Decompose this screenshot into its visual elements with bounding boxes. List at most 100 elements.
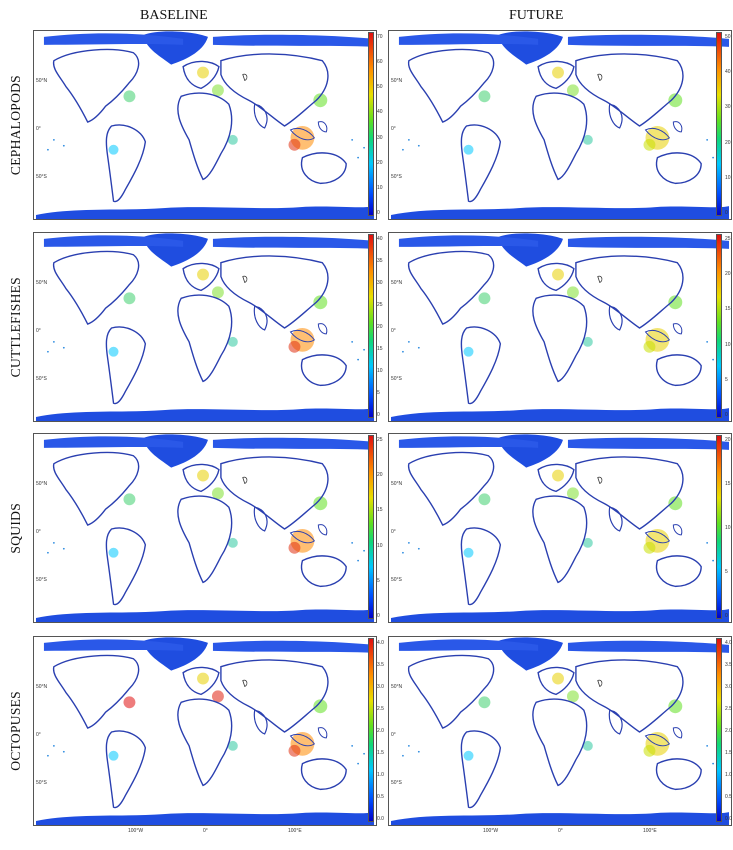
colorbar-tick: 0: [725, 210, 728, 216]
column-title-baseline: BASELINE: [140, 8, 208, 23]
colorbar-tick: 30: [377, 280, 383, 286]
lat-label: 0°: [36, 328, 41, 334]
lat-label: 50°S: [391, 376, 402, 382]
colorbar-tick: 15: [377, 346, 383, 352]
lat-label: 50°N: [391, 280, 403, 286]
colorbar-tick: 15: [725, 306, 731, 313]
colorbar-tick: 70: [377, 34, 383, 40]
colorbar-baseline-squids: [368, 435, 374, 619]
lat-label: 50°S: [36, 376, 47, 382]
lon-label: 0°: [203, 828, 208, 834]
column-title-future: FUTURE: [509, 8, 564, 23]
lon-label: 100°E: [288, 828, 302, 834]
colorbar-tick: 3.0: [725, 684, 732, 690]
colorbar-tick: 2.0: [377, 728, 384, 734]
colorbar-tick: 25: [377, 437, 383, 443]
colorbar-tick: 30: [377, 134, 383, 141]
colorbar-tick: 2.0: [725, 728, 732, 734]
colorbar-tick: 3.5: [377, 662, 384, 668]
colorbar-tick: 5: [725, 376, 728, 383]
map-future-squids: [388, 433, 732, 623]
colorbar-tick: 20: [377, 159, 383, 166]
colorbar-tick: 10: [725, 174, 731, 181]
colorbar-tick: 10: [377, 542, 383, 549]
colorbar-tick: 50: [725, 34, 731, 40]
colorbar-tick: 20: [377, 472, 383, 479]
lon-label: 100°E: [643, 828, 657, 834]
colorbar-tick: 5: [377, 577, 380, 584]
colorbar-tick: 0.5: [725, 794, 732, 800]
colorbar-tick: 2.5: [377, 706, 384, 712]
lat-label: 50°S: [36, 780, 47, 786]
row-label-cuttlefishes: CUTTLEFISHES: [2, 232, 30, 422]
lat-label: 50°S: [391, 174, 402, 180]
map-future-cuttlefishes: [388, 232, 732, 422]
colorbar-tick: 1.5: [377, 750, 384, 756]
lon-label: 100°W: [483, 828, 499, 834]
map-baseline-cephalopods: [33, 30, 377, 220]
colorbar-tick: 0: [725, 613, 728, 619]
map-future-octopuses: [388, 636, 732, 826]
colorbar-tick: 0: [377, 412, 380, 418]
lat-label: 0°: [36, 529, 41, 535]
map-baseline-octopuses: [33, 636, 377, 826]
colorbar-tick: 5: [377, 390, 380, 396]
lat-label: 50°N: [36, 280, 48, 286]
colorbar-tick: 25: [725, 236, 731, 242]
lat-label: 50°S: [391, 780, 402, 786]
colorbar-tick: 0: [725, 412, 728, 418]
colorbar-tick: 60: [377, 59, 383, 66]
row-label-cephalopods: CEPHALOPODS: [2, 30, 30, 220]
lat-label: 50°N: [391, 78, 403, 84]
row-label-text: CUTTLEFISHES: [8, 276, 23, 378]
colorbar-tick: 3.0: [377, 684, 384, 690]
colorbar-tick: 1.0: [725, 772, 732, 778]
colorbar-tick: 25: [377, 302, 383, 308]
lat-label: 50°N: [36, 481, 48, 487]
lat-label: 0°: [391, 328, 396, 334]
colorbar-tick: 15: [377, 507, 383, 514]
lat-label: 50°S: [36, 577, 47, 583]
colorbar-tick: 5: [725, 569, 728, 575]
map-baseline-squids: [33, 433, 377, 623]
row-label-squids: SQUIDS: [2, 433, 30, 623]
lat-label: 50°S: [391, 577, 402, 583]
map-baseline-cuttlefishes: [33, 232, 377, 422]
colorbar-tick: 0: [377, 613, 380, 619]
colorbar-baseline-cephalopods: [368, 32, 374, 216]
lat-label: 50°S: [36, 174, 47, 180]
colorbar-tick: 20: [725, 139, 731, 146]
lon-label: 0°: [558, 828, 563, 834]
colorbar-tick: 1.5: [725, 750, 732, 756]
colorbar-tick: 15: [725, 481, 731, 487]
lat-label: 50°N: [391, 684, 403, 690]
colorbar-tick: 30: [725, 104, 731, 111]
colorbar-tick: 0: [377, 210, 380, 216]
colorbar-future-cuttlefishes: [716, 234, 722, 418]
row-label-text: CEPHALOPODS: [8, 74, 23, 176]
colorbar-tick: 4.0: [725, 640, 732, 646]
colorbar-tick: 40: [377, 109, 383, 116]
colorbar-future-cephalopods: [716, 32, 722, 216]
lat-label: 50°N: [36, 684, 48, 690]
colorbar-tick: 10: [725, 525, 731, 531]
lon-label: 100°W: [128, 828, 144, 834]
row-label-octopuses: OCTOPUSES: [2, 636, 30, 826]
lat-label: 50°N: [36, 78, 48, 84]
colorbar-tick: 20: [725, 271, 731, 278]
lat-label: 0°: [36, 126, 41, 132]
map-future-cephalopods: [388, 30, 732, 220]
colorbar-baseline-cuttlefishes: [368, 234, 374, 418]
colorbar-tick: 2.5: [725, 706, 732, 712]
lat-label: 0°: [391, 529, 396, 535]
row-label-text: SQUIDS: [8, 502, 23, 554]
colorbar-tick: 3.5: [725, 662, 732, 668]
colorbar-future-octopuses: [716, 638, 722, 822]
colorbar-tick: 1.0: [377, 772, 384, 778]
row-label-text: OCTOPUSES: [8, 691, 23, 771]
colorbar-tick: 0.0: [377, 816, 384, 822]
colorbar-future-squids: [716, 435, 722, 619]
lat-label: 0°: [36, 732, 41, 738]
lat-label: 0°: [391, 126, 396, 132]
colorbar-tick: 10: [725, 341, 731, 348]
